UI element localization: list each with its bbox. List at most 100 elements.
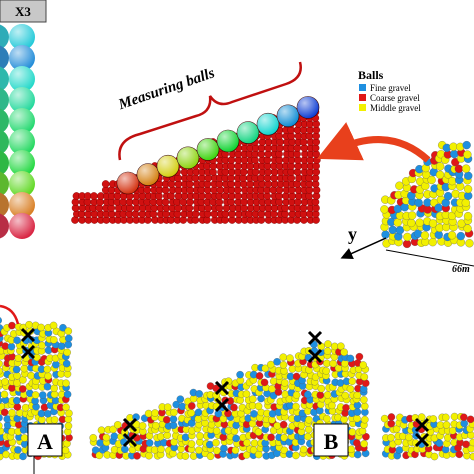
measuring-ball-shine — [157, 155, 179, 178]
gravel-ball — [435, 439, 444, 447]
gravel-ball — [64, 334, 73, 343]
gravel-ball — [206, 452, 215, 461]
gravel-ball — [254, 450, 263, 459]
gravel-ball — [360, 373, 369, 381]
x3-header — [0, 0, 47, 23]
gravel-ball — [448, 426, 457, 435]
gravel-ball — [249, 395, 257, 403]
gravel-ball — [427, 175, 436, 185]
legend-label: Coarse gravel — [370, 93, 420, 103]
gravel-ball — [328, 401, 336, 410]
gravel-ball — [355, 352, 364, 361]
gravel-ball — [144, 409, 153, 418]
gravel-ball — [157, 432, 165, 441]
gravel-ball — [145, 439, 154, 447]
gravel-ball — [442, 413, 450, 422]
gravel-ball — [353, 391, 362, 400]
gravel-ball — [169, 415, 178, 423]
gravel-ball — [52, 360, 60, 369]
measuring-balls-label: Measuring balls — [116, 65, 217, 113]
sphere-shine — [9, 45, 35, 71]
legend-swatch — [359, 104, 366, 111]
gravel-ball — [361, 402, 369, 411]
sphere — [0, 150, 9, 176]
legend-label: Middle gravel — [370, 103, 421, 113]
gravel-ball — [14, 446, 22, 454]
measuring-ball-shine — [197, 138, 219, 161]
gravel-ball — [380, 414, 389, 423]
gravel-ball — [213, 446, 221, 455]
legend-title: Balls — [358, 68, 384, 82]
gravel-ball — [447, 176, 457, 186]
gravel-ball — [242, 390, 251, 398]
gravel-ball — [341, 391, 350, 400]
gravel-ball — [37, 409, 46, 418]
gravel-ball — [50, 384, 58, 393]
gravel-ball — [212, 439, 220, 447]
gravel-ball — [62, 359, 71, 368]
gravel-ball — [353, 450, 362, 459]
gravel-ball — [395, 181, 404, 190]
gravel-ball — [360, 440, 368, 448]
gravel-ball — [362, 432, 370, 441]
gravel-ball — [189, 452, 198, 460]
gravel-ball — [280, 446, 289, 455]
gravel-ball — [463, 212, 473, 221]
gravel-ball — [340, 348, 348, 356]
gravel-ball — [324, 340, 332, 348]
gravel-ball — [152, 421, 160, 430]
gravel-ball — [435, 162, 445, 171]
gravel-ball — [2, 450, 10, 459]
gravel-ball — [44, 372, 52, 380]
gravel-ball — [187, 409, 195, 417]
gravel-ball — [434, 230, 443, 239]
gravel-ball — [0, 390, 9, 399]
gravel-ball — [187, 440, 196, 448]
gravel-ball — [466, 415, 474, 424]
gravel-ball — [434, 203, 443, 212]
gravel-ball — [57, 342, 66, 350]
sphere-shine — [9, 108, 35, 134]
gravel-ball — [347, 445, 355, 454]
gravel-ball — [292, 391, 301, 399]
legend-label: Fine gravel — [370, 83, 411, 93]
gravel-ball — [387, 433, 395, 442]
cross-marker — [307, 330, 323, 346]
gravel-ball — [206, 440, 214, 449]
sphere — [0, 45, 9, 71]
sphere — [0, 171, 9, 197]
gravel-ball — [463, 184, 473, 194]
gravel-ball — [62, 403, 70, 412]
block-ball — [90, 192, 98, 200]
gravel-ball — [337, 342, 345, 350]
gravel-ball — [61, 446, 70, 455]
gravel-ball — [178, 402, 187, 411]
gravel-ball — [13, 403, 22, 411]
gravel-ball — [317, 342, 326, 351]
gravel-ball — [450, 149, 459, 159]
gravel-ball — [65, 409, 73, 418]
measuring-ball-shine — [237, 121, 259, 144]
gravel-ball — [212, 427, 221, 435]
gravel-ball — [13, 336, 21, 345]
gravel-ball — [273, 422, 281, 430]
cross-marker — [307, 348, 323, 364]
gravel-ball — [323, 359, 331, 368]
panel-label-box — [313, 423, 349, 457]
gravel-ball — [292, 372, 301, 381]
gravel-ball — [405, 433, 413, 442]
gravel-ball — [323, 347, 332, 355]
gravel-ball — [273, 358, 281, 366]
cross-marker — [214, 380, 230, 396]
sphere-shine — [9, 150, 35, 176]
gravel-ball — [317, 384, 326, 393]
cross-marker — [20, 344, 36, 360]
gravel-ball — [402, 239, 412, 249]
gravel-ball — [13, 396, 21, 405]
sphere-shine — [9, 87, 35, 113]
gravel-ball — [461, 164, 471, 173]
gravel-ball — [297, 421, 306, 430]
gravel-ball — [20, 364, 28, 373]
gravel-ball — [230, 403, 238, 412]
